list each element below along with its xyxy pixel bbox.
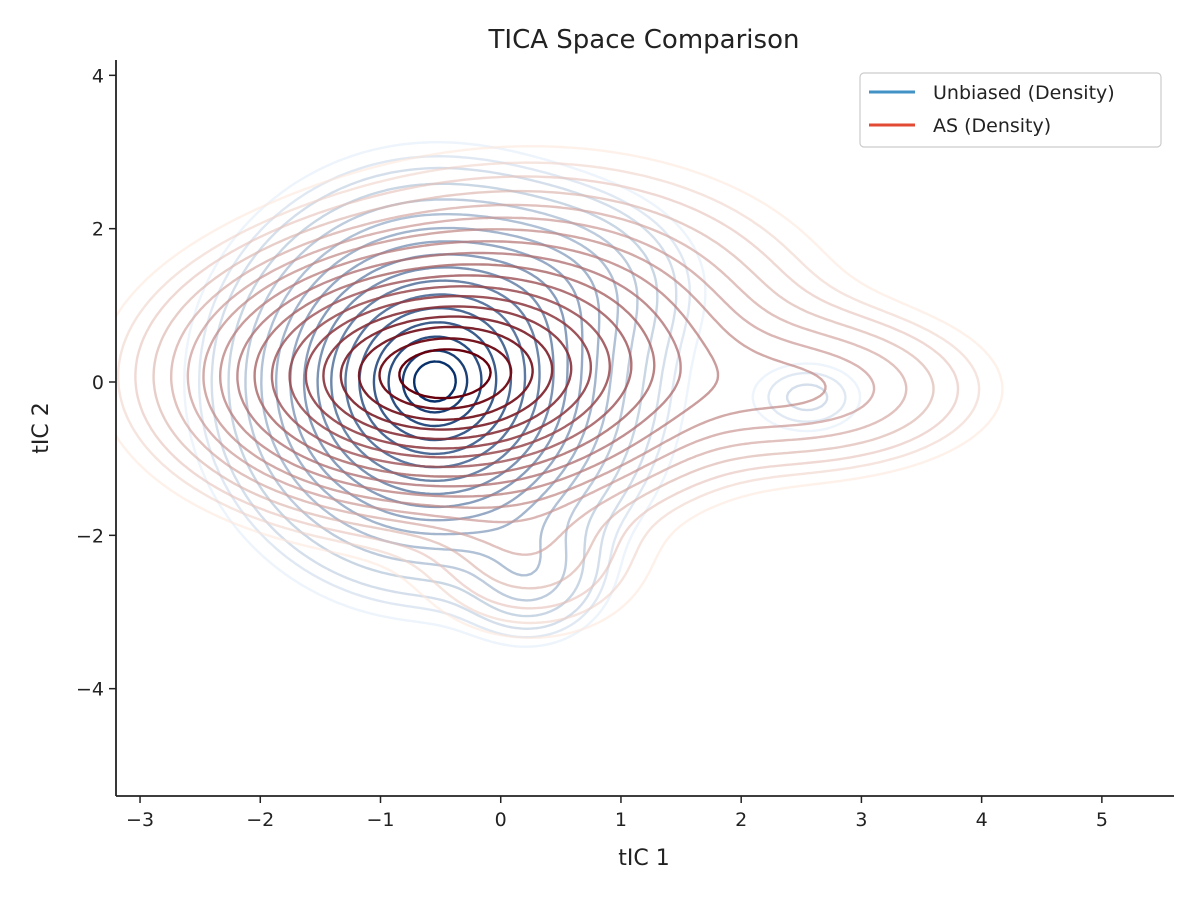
unbiased-density-contour — [183, 141, 862, 648]
as-density-contour — [116, 145, 1004, 639]
as-density-contour — [288, 285, 611, 459]
unbiased-density-contour — [289, 240, 584, 522]
x-tick-label: 0 — [495, 809, 507, 831]
y-tick-label: −4 — [76, 679, 104, 701]
as-density-contour — [270, 274, 633, 469]
as-density-contour — [170, 203, 908, 556]
chart-title: TICA Space Comparison — [488, 25, 800, 55]
x-axis-label: tIC 1 — [618, 846, 669, 871]
x-tick-label: −1 — [366, 809, 394, 831]
x-tick-label: 2 — [735, 809, 747, 831]
x-tick-label: 1 — [615, 809, 627, 831]
unbiased-density-contour — [227, 182, 659, 618]
legend-box — [859, 72, 1162, 148]
as-density-contour — [304, 294, 592, 450]
y-tick-label: 4 — [92, 65, 104, 87]
as-density-contour — [117, 161, 981, 625]
as-density-contour — [253, 263, 656, 478]
as-density-contour — [186, 216, 876, 524]
as-density-contour — [152, 189, 935, 590]
as-density-contour — [339, 315, 554, 431]
contour-layer — [116, 141, 1004, 648]
legend-label-unbiased: Unbiased (Density) — [933, 82, 1115, 104]
y-tick-label: 2 — [92, 219, 104, 241]
unbiased-density-contour — [316, 266, 555, 496]
y-ticks: −4 −2 0 2 4 — [76, 65, 116, 701]
x-tick-label: −3 — [126, 809, 154, 831]
as-density-contour — [236, 251, 682, 488]
as-density-contour — [134, 175, 960, 610]
y-tick-label: 0 — [92, 372, 104, 394]
as-density-contour — [202, 228, 827, 509]
x-tick-label: 5 — [1096, 809, 1108, 831]
legend-label-as: AS (Density) — [933, 115, 1051, 137]
y-axis-label: tIC 2 — [29, 402, 54, 453]
as-density-contour — [219, 240, 720, 498]
as-density-contour — [378, 337, 513, 410]
y-tick-label: −2 — [76, 525, 104, 547]
unbiased-density-contour — [260, 213, 620, 577]
legend: Unbiased (Density) AS (Density) — [859, 72, 1162, 148]
as-density-contour — [322, 305, 573, 441]
x-ticks: −3 −2 −1 0 1 2 3 4 5 — [126, 796, 1108, 831]
unbiased-density-contour — [401, 349, 469, 414]
x-tick-label: −2 — [246, 809, 274, 831]
x-tick-label: 4 — [976, 809, 988, 831]
x-tick-label: 3 — [855, 809, 867, 831]
as-density-contour — [398, 348, 492, 400]
as-density-contour — [357, 325, 534, 421]
